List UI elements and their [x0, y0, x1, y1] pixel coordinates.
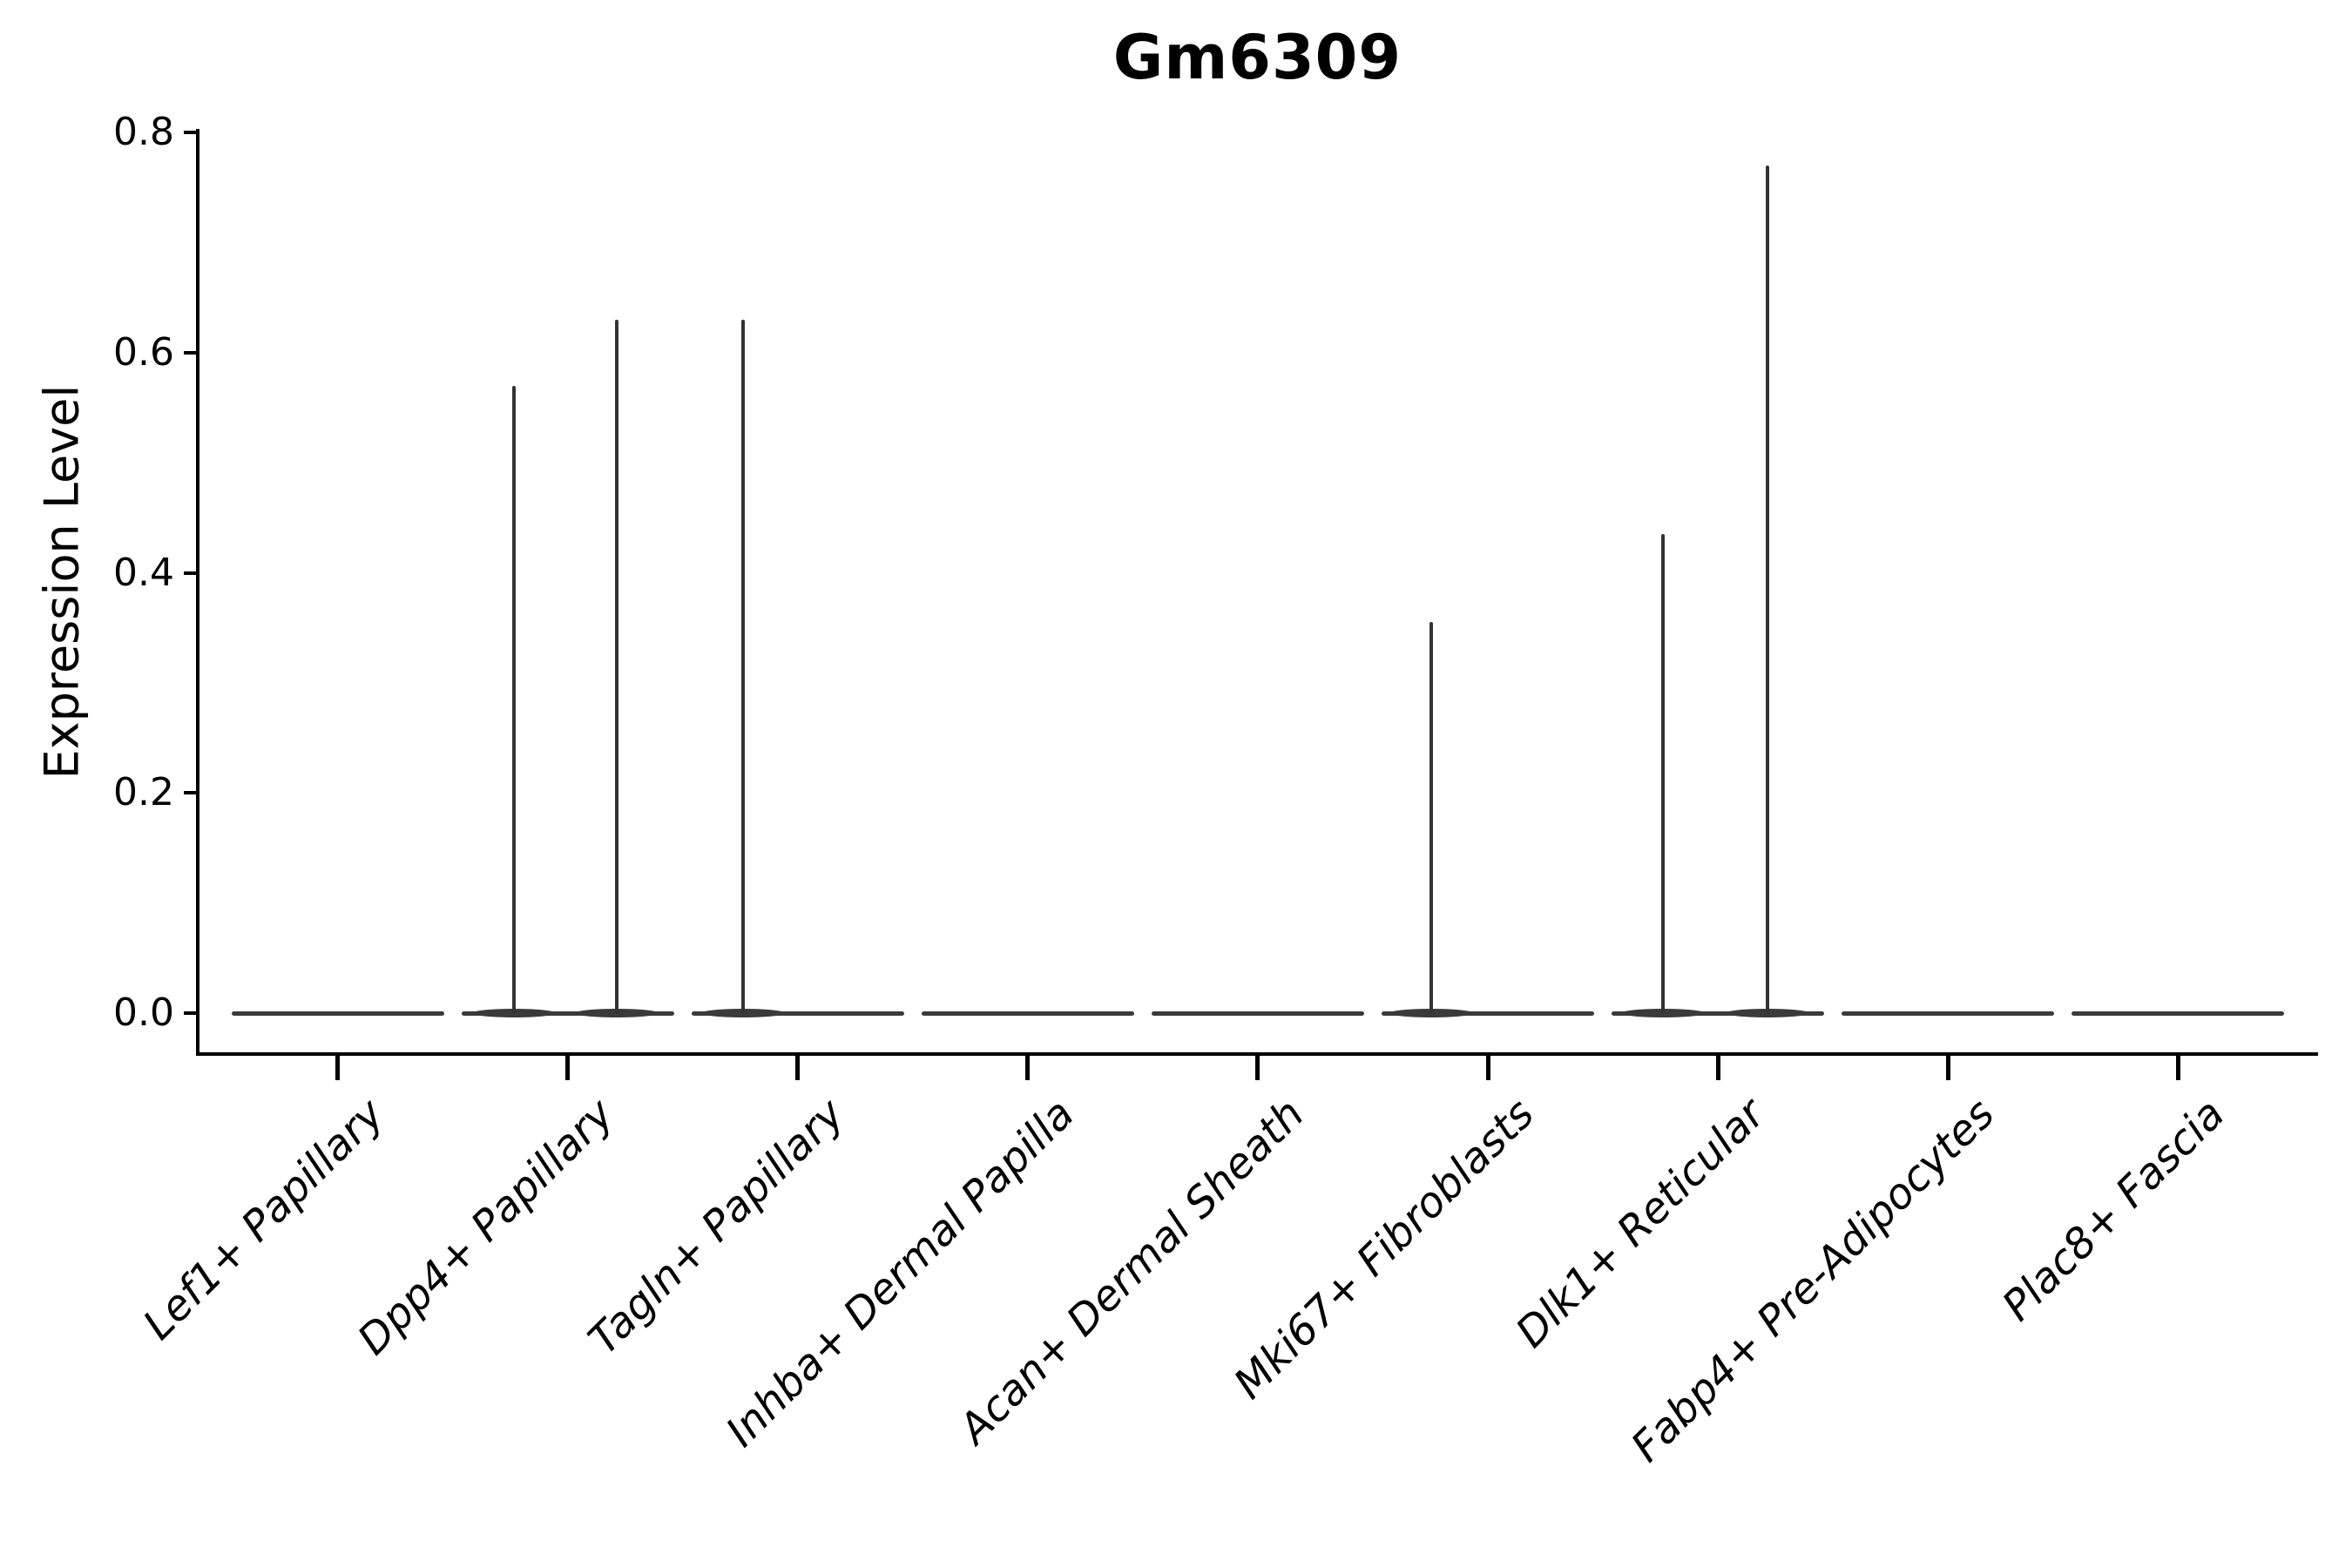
- x-tick-label: Plac8+ Fascia: [1992, 1089, 2234, 1331]
- x-tick: [335, 1054, 340, 1080]
- violin-spike-base: [471, 1009, 556, 1017]
- x-tick-label: Fabp4+ Pre-Adipocytes: [1622, 1089, 2004, 1472]
- violin-body: [461, 1010, 674, 1016]
- x-tick: [1485, 1054, 1490, 1080]
- violin-body: [231, 1010, 444, 1016]
- y-tick-label: 0.0: [113, 990, 174, 1035]
- violin-spike-base: [574, 1009, 659, 1017]
- violin-spike-base: [1389, 1009, 1473, 1017]
- expression-spike: [1766, 165, 1770, 1013]
- x-tick: [1945, 1054, 1950, 1080]
- violin-body: [2072, 1010, 2285, 1016]
- violin-spike-base: [1726, 1009, 1810, 1017]
- expression-spike: [1429, 622, 1433, 1013]
- violin-body: [691, 1010, 904, 1016]
- expression-spike: [740, 319, 745, 1013]
- violin-body: [1151, 1010, 1364, 1016]
- y-tick: [184, 1011, 196, 1015]
- violin-spike-base: [1621, 1009, 1706, 1017]
- y-tick: [184, 131, 196, 134]
- x-tick: [795, 1054, 801, 1080]
- x-tick: [1715, 1054, 1720, 1080]
- expression-spike: [1661, 534, 1666, 1013]
- violin-body: [1612, 1010, 1825, 1016]
- y-tick-label: 0.6: [113, 329, 174, 375]
- expression-spike: [511, 385, 516, 1013]
- x-tick-label: Lef1+ Papillary: [133, 1089, 394, 1349]
- violin-spike-base: [700, 1009, 785, 1017]
- plot-title: Gm6309: [1112, 22, 1402, 93]
- y-tick-label: 0.2: [113, 770, 174, 815]
- expression-spike: [614, 319, 618, 1013]
- violin-body: [1842, 1010, 2055, 1016]
- y-tick: [184, 350, 196, 355]
- violin-body: [921, 1010, 1134, 1016]
- y-tick-label: 0.4: [113, 550, 174, 595]
- x-tick: [1025, 1054, 1031, 1080]
- y-tick: [184, 791, 196, 795]
- x-tick-label: Dlk1+ Reticular: [1506, 1089, 1774, 1357]
- x-tick: [1255, 1054, 1260, 1080]
- y-axis-line: [196, 129, 199, 1056]
- x-tick: [2175, 1054, 2180, 1080]
- y-tick: [184, 571, 196, 575]
- y-tick-label: 0.8: [113, 110, 174, 154]
- x-tick: [565, 1054, 571, 1080]
- violin-body: [1382, 1010, 1594, 1016]
